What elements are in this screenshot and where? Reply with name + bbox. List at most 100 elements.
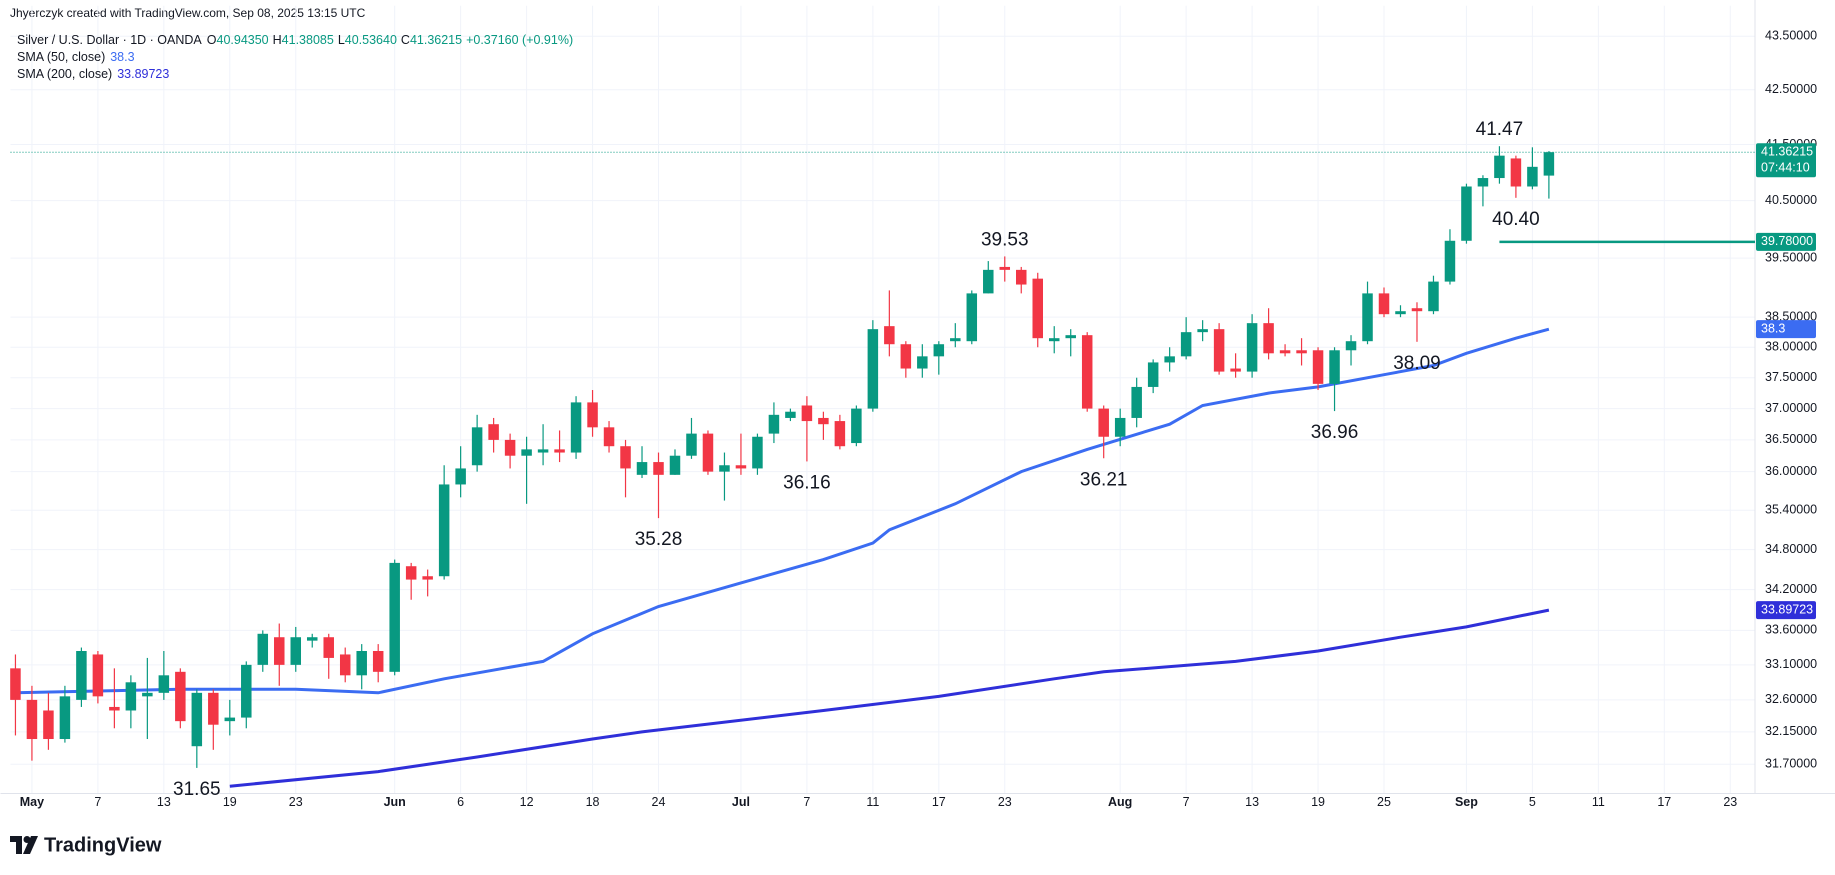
logo-shape: [23, 836, 38, 854]
candle-body: [1114, 417, 1126, 437]
y-tick-label: 38.00000: [1765, 340, 1817, 354]
candle-body: [125, 682, 137, 711]
y-tick-label: 34.20000: [1765, 582, 1817, 596]
candle-body: [900, 344, 912, 369]
candle-body: [917, 356, 928, 369]
x-tick-label: Jun: [384, 795, 406, 809]
candle-body: [1098, 408, 1109, 437]
candle-body: [735, 465, 747, 469]
candle-body: [438, 484, 450, 577]
candle-body: [1329, 350, 1340, 384]
last-price-label: 41.36215: [1761, 144, 1813, 158]
sma-line: [229, 608, 1550, 788]
candle-body: [92, 654, 104, 697]
candle-body: [851, 408, 862, 444]
candle-body: [1246, 323, 1258, 372]
candle-body: [834, 421, 846, 447]
candle-body: [455, 468, 466, 485]
logo-shape: [10, 836, 22, 854]
candle-body: [1494, 155, 1505, 179]
candle-body: [1428, 281, 1439, 312]
price-annotation: 38.09: [1393, 353, 1441, 374]
x-tick-label: 6: [457, 795, 464, 809]
candle-body: [686, 433, 697, 456]
price-annotation: 31.65: [173, 779, 221, 800]
candle-body: [950, 338, 961, 342]
y-tick-label: 31.70000: [1765, 757, 1817, 771]
candle-body: [76, 650, 87, 700]
candle-body: [224, 717, 236, 722]
candle-body: [1081, 335, 1093, 409]
candle-body: [26, 699, 38, 740]
candle-body: [1164, 356, 1175, 363]
candle-body: [1444, 240, 1456, 282]
last-price-box: [1756, 143, 1816, 178]
legend-name: SMA (200, close): [17, 67, 112, 81]
candle-body: [10, 668, 21, 700]
candle-body: [274, 637, 285, 665]
candle-body: [158, 675, 170, 693]
candle-body: [1362, 293, 1373, 342]
y-tick-label: 33.10000: [1765, 657, 1817, 671]
candle-body: [1461, 186, 1472, 241]
candle-body: [933, 344, 945, 357]
x-tick-label: 19: [223, 795, 237, 809]
y-tick-label: 36.50000: [1765, 432, 1817, 446]
candle-body: [323, 637, 334, 658]
candle-body: [1543, 152, 1555, 176]
x-tick-label: 7: [803, 795, 810, 809]
candle-body: [768, 414, 780, 434]
candle-body: [1296, 350, 1307, 354]
legend-value: 33.89723: [117, 67, 169, 81]
x-tick-label: 18: [586, 795, 600, 809]
x-tick-label: 24: [652, 795, 666, 809]
level-box: [1756, 232, 1816, 251]
ohlc-key: L: [338, 33, 345, 47]
logo-text: TradingView: [44, 834, 162, 856]
candle-body: [306, 637, 318, 641]
candle-body: [801, 405, 813, 422]
candle-body: [488, 424, 499, 440]
candle-body: [257, 633, 269, 665]
candle-body: [587, 402, 598, 428]
x-tick-label: 23: [998, 795, 1012, 809]
sma-label: 38.3: [1761, 321, 1785, 335]
legend-entry: SMA (200, close) 33.89723: [17, 67, 169, 81]
y-tick-label: 40.50000: [1765, 193, 1817, 207]
candle-body: [290, 637, 302, 665]
price-annotation: 36.16: [783, 472, 831, 493]
y-tick-label: 42.50000: [1765, 82, 1817, 96]
candle-body: [1312, 350, 1324, 384]
legend-entry: SMA (50, close) 38.3: [17, 50, 135, 64]
candle-body: [241, 664, 252, 718]
candle-body: [620, 446, 631, 469]
candle-body: [1230, 368, 1241, 372]
candle-body: [339, 654, 351, 676]
candle-body: [372, 650, 384, 672]
candle-body: [1263, 323, 1274, 354]
x-tick-label: 11: [866, 795, 879, 809]
x-tick-label: 17: [932, 795, 946, 809]
candle-body: [1510, 158, 1522, 187]
x-tick-label: May: [20, 795, 44, 809]
candle-body: [537, 449, 549, 453]
y-tick-label: 32.15000: [1765, 724, 1817, 738]
y-tick-label: 36.00000: [1765, 464, 1817, 478]
candle-body: [1065, 335, 1076, 339]
x-tick-label: 25: [1377, 795, 1391, 809]
price-annotation: 39.53: [981, 229, 1029, 250]
attribution: Jhyerczyk created with TradingView.com, …: [10, 6, 366, 20]
x-tick-label: Aug: [1108, 795, 1132, 809]
candle-body: [636, 462, 648, 475]
candle-body: [653, 462, 664, 475]
candle-body: [603, 427, 615, 447]
y-tick-label: 37.00000: [1765, 401, 1817, 415]
candle-body: [208, 692, 219, 725]
candle-body: [702, 433, 714, 472]
candle-body: [389, 562, 400, 672]
candle-body: [1180, 332, 1192, 357]
x-tick-label: 19: [1311, 795, 1325, 809]
symbol-title: Silver / U.S. Dollar · 1D · OANDA: [17, 33, 202, 47]
candle-body: [1131, 386, 1142, 418]
